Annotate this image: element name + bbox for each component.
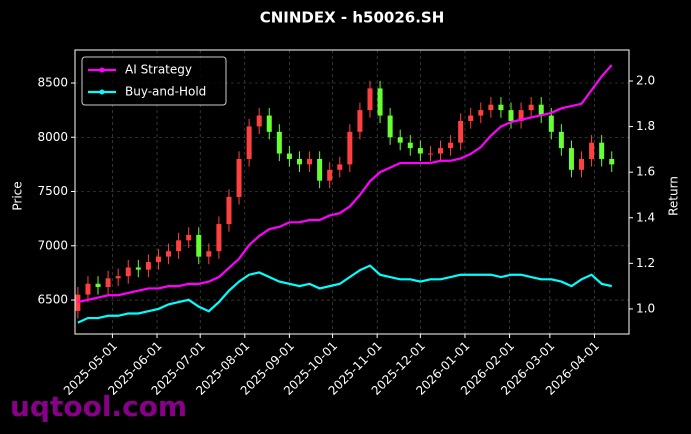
candle-body bbox=[327, 169, 333, 181]
candle-body bbox=[518, 110, 524, 121]
y2-tick-label: 1.6 bbox=[636, 165, 655, 179]
candle-body bbox=[488, 104, 494, 111]
candle-body bbox=[196, 234, 202, 257]
candle-body bbox=[427, 153, 433, 155]
candle-body bbox=[599, 142, 605, 159]
candle-body bbox=[417, 148, 423, 154]
candle-body bbox=[166, 251, 172, 257]
y-tick-label: 8000 bbox=[37, 130, 68, 144]
candle-body bbox=[468, 115, 474, 121]
plot-frame bbox=[74, 49, 630, 335]
candle-body bbox=[125, 267, 131, 277]
y-tick-label: 7500 bbox=[37, 184, 68, 198]
candle-body bbox=[347, 131, 353, 165]
candle-body bbox=[367, 88, 373, 111]
candle-body bbox=[478, 110, 484, 116]
candle-body bbox=[498, 104, 504, 111]
candle-body bbox=[317, 158, 323, 181]
candle-body bbox=[437, 148, 443, 154]
series-line bbox=[77, 64, 613, 304]
candle-body bbox=[548, 115, 554, 132]
candle-body bbox=[458, 120, 464, 143]
candle-body bbox=[528, 104, 534, 111]
candle-body bbox=[538, 104, 544, 116]
candle-body bbox=[216, 224, 222, 252]
candle-body bbox=[155, 256, 161, 263]
y-tick-label: 7000 bbox=[37, 238, 68, 252]
candle-body bbox=[387, 115, 393, 138]
candle-body bbox=[95, 283, 101, 288]
candle-body bbox=[85, 283, 91, 295]
candle-body bbox=[307, 158, 313, 165]
candle-body bbox=[296, 158, 302, 165]
y-tick-label: 6500 bbox=[37, 293, 68, 307]
candle-body bbox=[186, 234, 192, 241]
y2-tick-label: 1.4 bbox=[636, 210, 655, 224]
watermark: uqtool.com bbox=[10, 390, 187, 423]
candle-body bbox=[266, 115, 272, 132]
series-line bbox=[77, 264, 612, 324]
y2-tick-label: 1.8 bbox=[636, 119, 655, 133]
candle-body bbox=[397, 137, 403, 143]
candle-body bbox=[176, 240, 182, 252]
candle-body bbox=[75, 294, 81, 311]
y-tick-label: 8500 bbox=[37, 75, 68, 89]
candle-body bbox=[226, 196, 232, 225]
candle-body bbox=[448, 142, 454, 149]
legend-label: Buy-and-Hold bbox=[125, 85, 206, 99]
candle-body bbox=[609, 158, 615, 165]
candle-body bbox=[105, 278, 111, 288]
legend-box bbox=[81, 56, 227, 106]
candle-body bbox=[236, 158, 242, 197]
candle-body bbox=[135, 267, 141, 270]
candle-body bbox=[558, 131, 564, 149]
candle-body bbox=[508, 110, 514, 121]
legend-label: AI Strategy bbox=[125, 63, 192, 77]
candle-body bbox=[145, 262, 151, 270]
candle-body bbox=[579, 158, 585, 170]
candle-body bbox=[115, 276, 121, 279]
candle-body bbox=[407, 142, 413, 149]
candle-body bbox=[589, 142, 595, 159]
candle-body bbox=[377, 88, 383, 116]
candle-body bbox=[286, 153, 292, 159]
candle-body bbox=[568, 148, 574, 170]
y2-tick-label: 1.2 bbox=[636, 256, 655, 270]
candle-body bbox=[276, 131, 282, 154]
legend-marker bbox=[99, 89, 105, 95]
y2-axis-label: Return bbox=[667, 176, 681, 216]
y-axis-label: Price bbox=[11, 181, 25, 210]
candle-body bbox=[206, 251, 212, 257]
candle-body bbox=[256, 115, 262, 127]
candle-body bbox=[246, 126, 252, 159]
chart-title: CNINDEX - h50026.SH bbox=[260, 9, 445, 27]
legend-marker bbox=[99, 67, 105, 73]
y2-tick-label: 2.0 bbox=[636, 73, 655, 87]
y2-tick-label: 1.0 bbox=[636, 301, 655, 315]
candle-body bbox=[357, 110, 363, 132]
candle-body bbox=[337, 164, 343, 170]
